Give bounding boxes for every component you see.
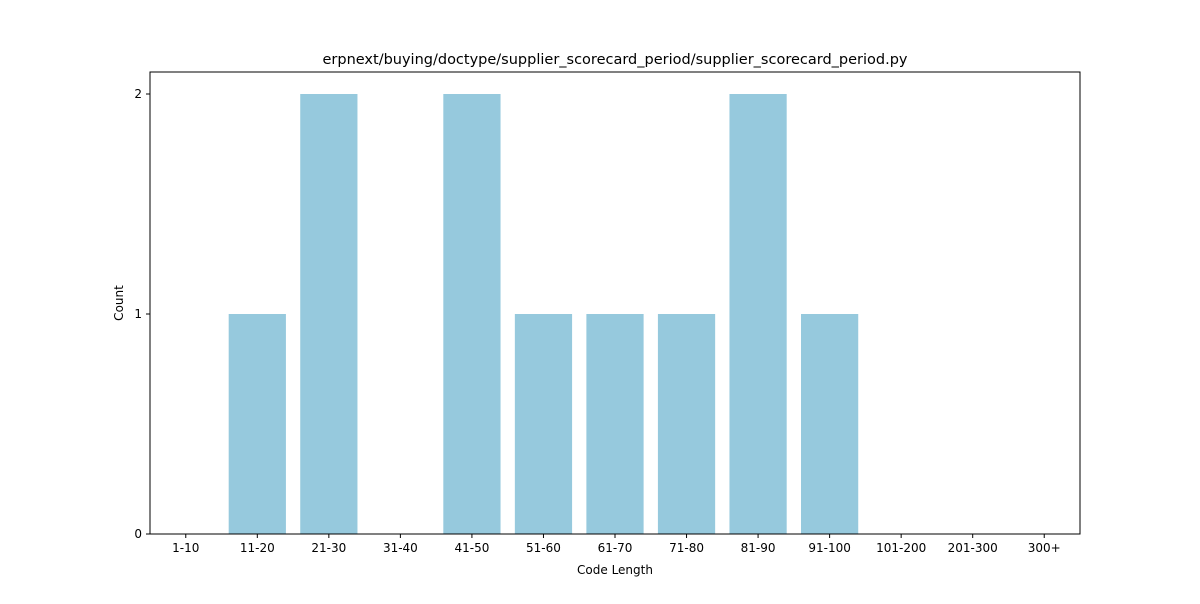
x-tick-label: 41-50 — [454, 541, 489, 555]
bar-11-20 — [228, 314, 286, 534]
bar-41-50 — [443, 94, 501, 534]
bars-layer — [228, 94, 859, 534]
y-tick-label: 2 — [134, 87, 142, 101]
x-tick-label: 11-20 — [240, 541, 275, 555]
x-tick-label: 91-100 — [808, 541, 851, 555]
bar-61-70 — [586, 314, 644, 534]
chart-title: erpnext/buying/doctype/supplier_scorecar… — [322, 52, 907, 68]
bar-71-80 — [657, 314, 716, 534]
x-axis: 1-10 11-20 21-30 31-40 41-50 51-60 61-70 71-80 8… — [172, 534, 1061, 555]
bar-21-30 — [300, 94, 358, 534]
bar-81-90 — [729, 94, 787, 534]
x-tick-label: 1-10 — [172, 541, 199, 555]
x-tick-label: 31-40 — [383, 541, 418, 555]
x-tick-label: 300+ — [1028, 541, 1061, 555]
x-tick-label: 201-300 — [948, 541, 998, 555]
x-tick-label: 81-90 — [741, 541, 776, 555]
y-axis: 0 1 2 — [134, 87, 150, 541]
x-tick-label: 61-70 — [598, 541, 633, 555]
y-tick-label: 0 — [134, 527, 142, 541]
x-tick-label: 71-80 — [669, 541, 704, 555]
bar-91-100 — [801, 314, 859, 534]
x-tick-label: 51-60 — [526, 541, 561, 555]
x-tick-label: 21-30 — [311, 541, 346, 555]
y-tick-label: 1 — [134, 307, 142, 321]
y-axis-label: Count — [112, 285, 126, 321]
x-axis-label: Code Length — [577, 563, 653, 577]
x-tick-label: 101-200 — [876, 541, 926, 555]
bar-51-60 — [514, 314, 573, 534]
